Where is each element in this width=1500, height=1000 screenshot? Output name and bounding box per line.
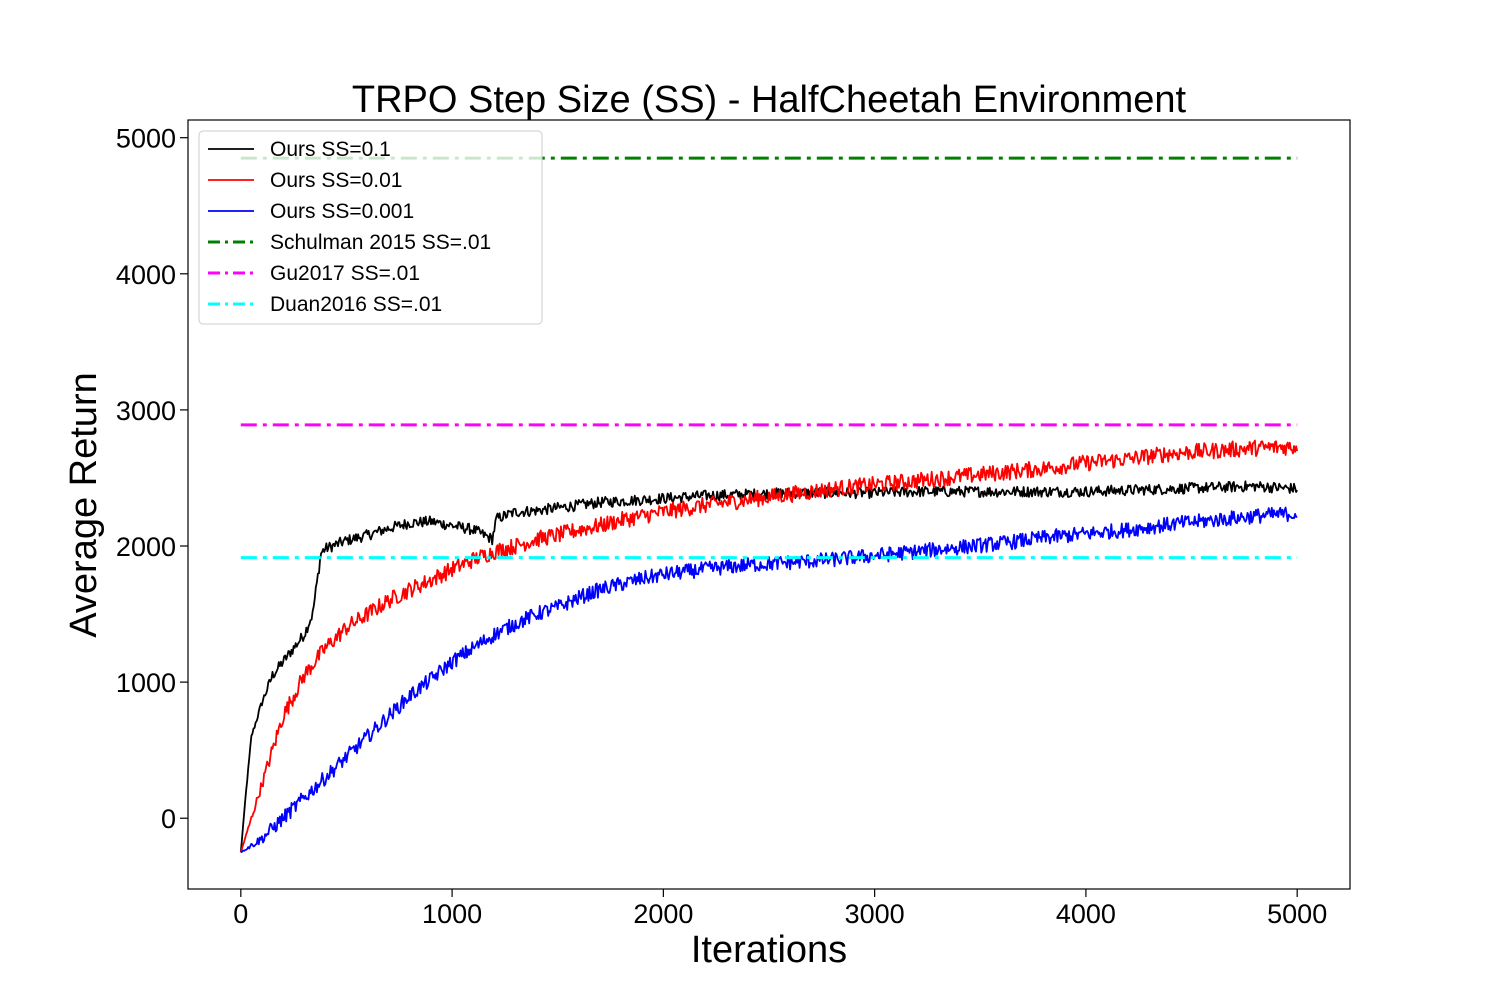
legend-label-4: Schulman 2015 SS=.01	[270, 231, 491, 254]
legend-label-3: Ours SS=0.001	[270, 200, 414, 223]
x-axis-label: Iterations	[691, 929, 847, 971]
chart-title: TRPO Step Size (SS) - HalfCheetah Enviro…	[352, 79, 1187, 121]
x-tick-label-4: 4000	[1056, 899, 1116, 929]
series-line-2	[239, 439, 1299, 853]
legend: Ours SS=0.1 Ours SS=0.01 Ours SS=0.001 Schu…	[198, 130, 543, 325]
x-axis: 0 1000 2000 3000 4000 5000	[233, 889, 1327, 929]
legend-label-5: Gu2017 SS=.01	[270, 262, 420, 285]
x-tick-label-2: 2000	[633, 899, 693, 929]
x-tick-label-5: 5000	[1267, 899, 1327, 929]
x-tick-label-1: 1000	[422, 899, 482, 929]
y-axis: 0 1000 2000 3000 4000 5000	[116, 124, 188, 834]
x-tick-label-0: 0	[233, 899, 248, 929]
y-tick-label-5: 5000	[116, 124, 176, 154]
legend-label-2: Ours SS=0.01	[270, 169, 403, 192]
series-line-1	[239, 480, 1298, 853]
y-axis-label: Average Return	[63, 372, 105, 637]
y-tick-label-2: 2000	[116, 532, 176, 562]
legend-label-1: Ours SS=0.1	[270, 138, 391, 161]
y-tick-label-4: 4000	[116, 260, 176, 290]
legend-label-6: Duan2016 SS=.01	[270, 293, 442, 316]
y-tick-label-1: 1000	[116, 668, 176, 698]
plot-area-frame	[187, 119, 1351, 890]
series-line-3	[240, 506, 1298, 854]
legend-frame	[198, 130, 543, 325]
y-tick-label-3: 3000	[116, 396, 176, 426]
x-tick-label-3: 3000	[845, 899, 905, 929]
y-tick-label-0: 0	[161, 804, 176, 834]
